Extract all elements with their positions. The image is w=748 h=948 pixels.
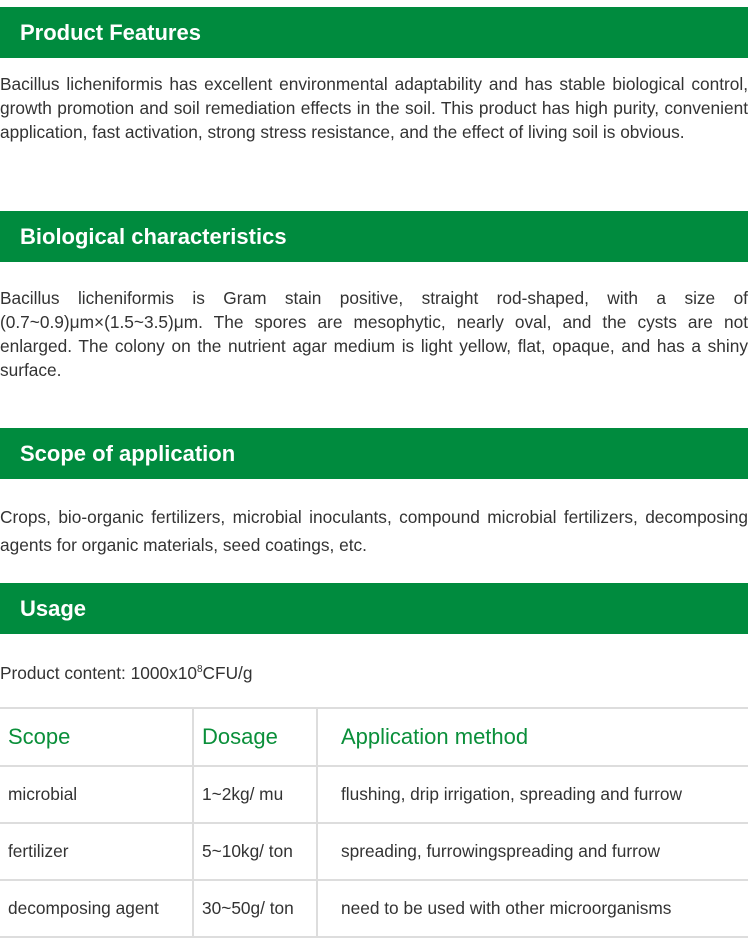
usage-table: Scope Dosage Application method microbia… (0, 707, 748, 938)
product-content: Product content: 1000x108CFU/g (0, 663, 252, 684)
section-header-usage: Usage (0, 583, 748, 634)
header-dosage: Dosage (192, 707, 318, 767)
cell-method: need to be used with other microorganism… (316, 879, 748, 938)
section-header-product-features: Product Features (0, 7, 748, 58)
content-unit: CFU/g (202, 663, 253, 683)
header-application-method: Application method (316, 707, 748, 767)
section-header-scope: Scope of application (0, 428, 748, 479)
cell-dosage: 1~2kg/ mu (192, 765, 318, 824)
section-header-biological-characteristics: Biological characteristics (0, 211, 748, 262)
content-exponent: 8 (196, 664, 203, 676)
table-row: fertilizer 5~10kg/ ton spreading, furrow… (0, 822, 748, 881)
cell-method: spreading, furrowingspreading and furrow (316, 822, 748, 881)
content-label: Product content: 1000x10 (0, 663, 197, 683)
header-scope: Scope (0, 707, 194, 767)
biological-characteristics-text: Bacillus licheniformis is Gram stain pos… (0, 288, 748, 380)
table-row: microbial 1~2kg/ mu flushing, drip irrig… (0, 765, 748, 824)
product-features-text: Bacillus licheniformis has excellent env… (0, 74, 748, 142)
cell-scope: fertilizer (0, 822, 194, 881)
cell-dosage: 30~50g/ ton (192, 879, 318, 938)
cell-dosage: 5~10kg/ ton (192, 822, 318, 881)
scope-text: Crops, bio-organic fertilizers, microbia… (0, 507, 748, 555)
cell-scope: microbial (0, 765, 194, 824)
cell-scope: decomposing agent (0, 879, 194, 938)
cell-method: flushing, drip irrigation, spreading and… (316, 765, 748, 824)
table-header-row: Scope Dosage Application method (0, 707, 748, 767)
table-row: decomposing agent 30~50g/ ton need to be… (0, 879, 748, 938)
